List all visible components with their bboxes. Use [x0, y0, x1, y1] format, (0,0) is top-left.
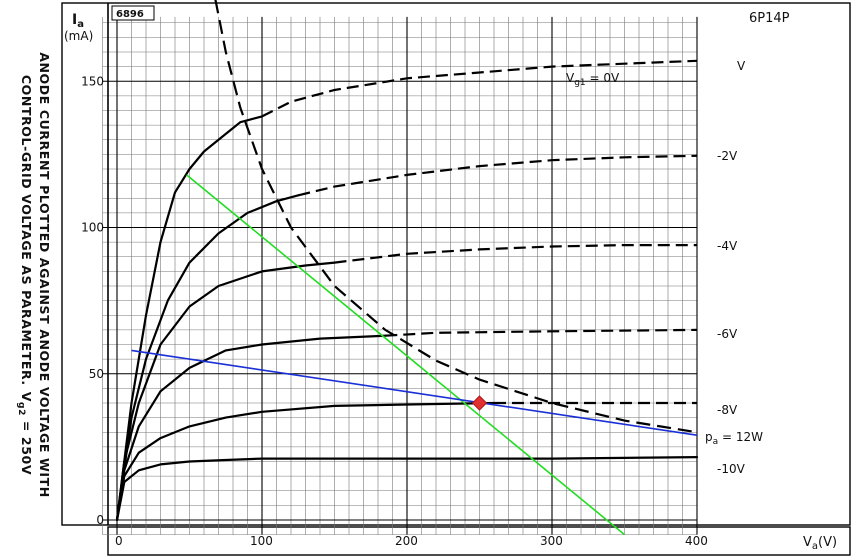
x-axis-title: Va(V)	[803, 535, 837, 552]
y-tick-label: 150	[81, 74, 104, 88]
x-tick-label: 300	[540, 534, 563, 548]
dissipation-curve	[214, 0, 698, 434]
x-axis-title-sub: a	[812, 541, 818, 552]
curve-label: -10V	[717, 462, 746, 476]
operating-point-layer	[471, 395, 488, 411]
x-tick-label: 100	[250, 534, 273, 548]
side-description: ANODE CURRENT PLOTTED AGAINST ANODE VOLT…	[16, 52, 52, 498]
curve-solid	[115, 456, 699, 522]
tube-code: 6896	[116, 9, 144, 20]
y-axis-unit: (mA)	[64, 29, 93, 43]
curve-label: V	[737, 59, 746, 73]
curve-dashed	[298, 154, 698, 197]
tick-labels: 0 100 200 300 400 0 50 100 150	[81, 74, 708, 548]
curve-dashed	[261, 59, 698, 118]
curve-solid	[115, 194, 300, 522]
y-axis-title-main: I	[72, 12, 77, 28]
tube-code-box: 6896	[111, 5, 155, 21]
curve-labels: V Vg1 = 0V -2V -4V -6V -8V -10V pa = 12W	[566, 59, 763, 476]
grid-major	[102, 16, 698, 535]
dissipation-curve-layer	[214, 0, 698, 434]
y-axis-title-sub: a	[77, 19, 84, 30]
dissipation-label: pa = 12W	[705, 430, 763, 447]
x-tick-label: 200	[395, 534, 418, 548]
curve-label: -2V	[717, 149, 738, 163]
load-line	[131, 349, 698, 436]
y-axis-title: Ia (mA)	[64, 12, 93, 43]
curve-dashed	[334, 244, 697, 264]
grid-voltage-curves	[115, 59, 699, 522]
curve-solid	[115, 261, 336, 522]
curve-solid	[115, 115, 264, 522]
side-description-line2: CONTROL-GRID VOLTAGE AS PARAMETER.Vg2 = …	[16, 75, 34, 475]
x-axis-band	[107, 526, 851, 556]
curve-label: -6V	[717, 327, 738, 341]
x-tick-label: 400	[685, 534, 708, 548]
y-tick-label: 0	[96, 513, 104, 527]
curve-dashed	[385, 328, 698, 337]
side-description-line1: ANODE CURRENT PLOTTED AGAINST ANODE VOLT…	[37, 52, 52, 498]
y-tick-label: 50	[89, 367, 104, 381]
operating-point	[471, 395, 488, 411]
gate-voltage-label: Vg1 = 0V	[566, 71, 620, 88]
y-tick-label: 100	[81, 221, 104, 235]
curve-label: -4V	[717, 239, 738, 253]
svg-text:Ia: Ia	[72, 12, 84, 30]
plot-frame	[61, 2, 851, 526]
x-tick-label: 0	[115, 534, 123, 548]
x-axis-unit: (V)	[818, 535, 837, 550]
load-lines	[131, 174, 698, 536]
curve-label: -8V	[717, 403, 738, 417]
x-axis-title-main: V	[803, 535, 812, 550]
load-line	[186, 174, 626, 536]
curve-solid	[115, 334, 387, 522]
tube-type: 6P14P	[749, 11, 790, 26]
svg-text:Va(V): Va(V)	[803, 535, 837, 552]
curve-solid	[115, 401, 496, 522]
